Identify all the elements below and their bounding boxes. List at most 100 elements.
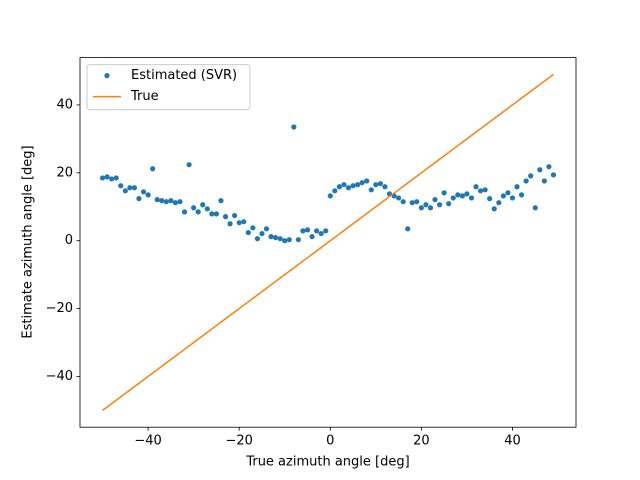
data-point	[314, 228, 320, 234]
legend-marker	[104, 73, 110, 79]
data-point	[304, 227, 311, 233]
data-point	[473, 184, 479, 190]
data-point	[222, 214, 229, 220]
data-point	[436, 202, 443, 208]
data-point	[423, 202, 429, 208]
plot-frame	[79, 57, 577, 428]
data-point	[541, 178, 547, 184]
data-point	[140, 189, 147, 195]
data-point	[327, 193, 333, 199]
data-point	[136, 196, 142, 202]
y-tick-label: −20	[46, 301, 73, 316]
data-point	[377, 181, 383, 187]
data-point	[163, 199, 169, 205]
data-point	[323, 228, 329, 234]
data-point	[172, 200, 179, 206]
data-point	[345, 185, 352, 191]
data-point	[118, 183, 124, 189]
data-point	[432, 197, 438, 203]
data-point	[232, 212, 238, 219]
data-point	[373, 182, 379, 188]
data-point	[154, 197, 160, 203]
data-point	[509, 195, 516, 201]
data-point	[300, 228, 306, 234]
data-point	[364, 178, 370, 184]
data-point	[159, 198, 165, 204]
data-point	[455, 192, 461, 198]
data-point	[341, 182, 347, 188]
data-point	[446, 201, 452, 207]
data-point	[177, 199, 183, 205]
data-point	[427, 205, 434, 211]
data-point	[127, 185, 133, 191]
x-axis-label: True azimuth angle [deg]	[245, 455, 409, 470]
data-point	[414, 199, 420, 205]
data-point	[500, 193, 506, 199]
data-point	[528, 173, 534, 179]
legend-label: Estimated (SVR)	[131, 68, 237, 83]
data-point	[282, 238, 288, 244]
data-point	[273, 235, 279, 241]
data-point	[277, 236, 283, 242]
data-point	[464, 191, 470, 197]
data-point	[546, 164, 552, 170]
series-line	[102, 73, 554, 412]
data-point	[195, 209, 201, 215]
y-tick-label: 20	[56, 165, 73, 180]
data-point	[550, 172, 557, 178]
data-point	[355, 182, 361, 188]
data-point	[254, 236, 261, 242]
data-point	[268, 234, 274, 240]
data-point	[477, 188, 484, 194]
x-tick-label: −20	[225, 434, 252, 449]
data-point	[200, 202, 206, 208]
data-point	[518, 192, 525, 198]
data-point	[382, 184, 388, 190]
data-point	[286, 237, 292, 243]
legend-label: True	[130, 89, 159, 104]
data-point	[291, 124, 297, 130]
data-point	[227, 221, 233, 227]
data-point	[309, 234, 315, 240]
legend: Estimated (SVR) True	[86, 64, 251, 111]
x-tick-label: 0	[326, 434, 334, 449]
data-point	[523, 178, 529, 184]
data-point	[336, 184, 342, 190]
legend-box	[86, 64, 251, 111]
data-point	[368, 187, 374, 193]
data-point	[395, 195, 402, 201]
y-tick-label: 0	[65, 233, 73, 248]
data-point	[191, 205, 197, 211]
data-point	[145, 192, 151, 198]
data-point	[209, 211, 215, 217]
y-tick-label: −40	[46, 369, 73, 384]
data-point	[332, 188, 338, 194]
data-point	[168, 198, 174, 204]
x-tick-label: 20	[413, 434, 430, 449]
data-point	[259, 230, 265, 237]
data-point	[186, 162, 192, 168]
data-point	[400, 199, 406, 205]
data-point	[459, 193, 465, 199]
data-point	[514, 184, 520, 190]
data-point	[104, 174, 110, 180]
data-point	[505, 190, 511, 196]
data-point	[405, 226, 411, 232]
data-point	[295, 237, 301, 243]
data-point	[99, 175, 106, 181]
data-point	[418, 205, 424, 211]
data-point	[122, 188, 128, 194]
data-point	[113, 175, 119, 181]
data-point	[245, 229, 251, 236]
data-point	[482, 187, 488, 193]
y-tick-label: 40	[56, 97, 73, 112]
data-point	[236, 220, 242, 226]
data-point	[450, 195, 456, 201]
x-tick-label: 40	[504, 434, 521, 449]
x-tick-label: −40	[134, 434, 161, 449]
data-point	[537, 167, 543, 173]
data-point	[131, 185, 138, 191]
data-point	[468, 195, 475, 201]
data-point	[213, 211, 220, 217]
data-point	[218, 198, 224, 204]
